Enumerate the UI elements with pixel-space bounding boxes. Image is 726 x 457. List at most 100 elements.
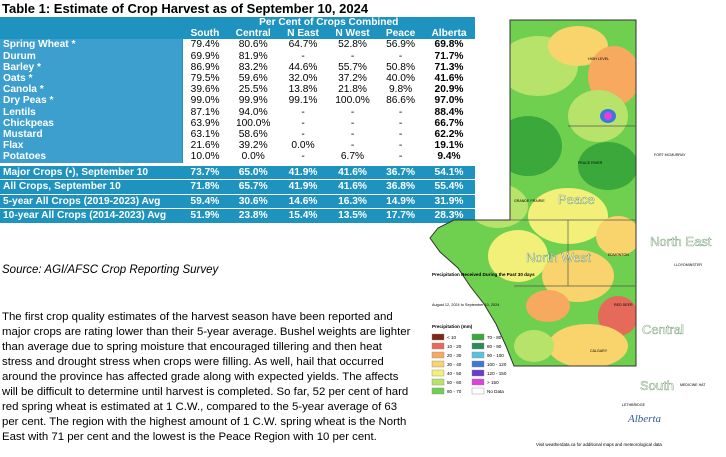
table-cell: 21.6% — [182, 140, 228, 152]
summary-cell: 23.8% — [227, 208, 280, 223]
crop-name: Barley * — [0, 61, 183, 74]
map-footer-link[interactable]: Visit weatherdata.ca for additional maps… — [536, 442, 662, 447]
table-cell: - — [279, 50, 327, 62]
city-label: HIGH LEVEL — [588, 57, 609, 61]
table-cell: 100.0% — [227, 117, 280, 130]
region-label-north-west: North West — [526, 250, 591, 265]
summary-cell: 51.9% — [182, 208, 228, 223]
column-header: South — [182, 28, 228, 40]
table-row: Flax 21.6% 39.2% 0.0% - -19.1% — [0, 140, 475, 152]
legend-swatch — [471, 351, 485, 359]
legend-title: Precipitation Received During the Past 3… — [432, 272, 535, 277]
table-cell: 100.0% — [326, 95, 379, 107]
alberta-cell: 66.7% — [422, 117, 475, 130]
summary-label: Major Crops (•), September 10 — [0, 164, 183, 180]
region-label-central: Central — [642, 322, 684, 337]
legend-swatch — [471, 369, 485, 377]
table-super-header: Per Cent of Crops Combined — [182, 17, 475, 29]
summary-cell: 59.4% — [182, 193, 228, 209]
table-cell: - — [378, 106, 423, 118]
city-label: EDMONTON — [608, 253, 629, 257]
summary-cell: 14.9% — [378, 193, 423, 209]
table-cell: 79.4% — [182, 39, 228, 51]
summary-row: Major Crops (•), September 10 73.7% 65.0% 4… — [0, 164, 475, 180]
table-cell: - — [326, 129, 379, 141]
city-label: LLOYDMINSTER — [674, 263, 702, 267]
table-row: Spring Wheat * 79.4% 80.6% 64.7% 52.8% 56.9% 6… — [0, 39, 475, 51]
summary-cell: 13.5% — [326, 208, 379, 223]
legend-label: > 150 — [487, 380, 499, 385]
alberta-cell: 69.8% — [422, 39, 475, 51]
table-cell: 44.6% — [279, 61, 327, 74]
table-cell: - — [378, 140, 423, 152]
table-cell: 6.7% — [326, 151, 379, 163]
table-cell: 80.6% — [227, 39, 280, 51]
summary-cell: 41.9% — [279, 179, 327, 195]
table-row: Lentils 87.1% 94.0% - - -88.4% — [0, 106, 475, 118]
table-cell: 40.0% — [378, 73, 423, 85]
table-cell: - — [378, 50, 423, 62]
legend-label: 90 - 100 — [487, 353, 504, 358]
summary-cell: 55.4% — [422, 179, 475, 195]
table-cell: 81.9% — [227, 50, 280, 62]
table-cell: 87.1% — [182, 106, 228, 118]
table-cell: 86.6% — [378, 95, 423, 107]
crop-name: Flax — [0, 140, 183, 152]
alberta-cell: 41.6% — [422, 73, 475, 85]
alberta-cell: 88.4% — [422, 106, 475, 118]
alberta-logo: Alberta — [627, 413, 661, 425]
summary-cell: 30.6% — [227, 193, 280, 209]
table-cell: 58.6% — [227, 129, 280, 141]
map-legend: Precipitation Received During the Past 3… — [431, 272, 535, 395]
precipitation-map: Peace North West North East Central Sout… — [418, 6, 726, 452]
legend-swatch — [471, 387, 485, 395]
city-label: RED DEER — [614, 303, 633, 307]
summary-cell: 36.7% — [378, 164, 423, 180]
summary-cell: 41.6% — [326, 179, 379, 195]
region-label-peace: Peace — [558, 192, 595, 207]
table-cell: - — [279, 117, 327, 130]
table-cell: 94.0% — [227, 106, 280, 118]
body-paragraph: The first crop quality estimates of the … — [2, 311, 411, 443]
crop-harvest-table: Per Cent of Crops Combined South Central N… — [0, 17, 475, 223]
table-cell: 99.9% — [227, 95, 280, 107]
table-cell: - — [326, 140, 379, 152]
table-title: Table 1: Estimate of Crop Harvest as of … — [2, 1, 369, 16]
legend-swatch — [431, 342, 445, 350]
legend-label: 60 - 70 — [447, 389, 462, 394]
table-cell: 59.6% — [227, 73, 280, 85]
table-cell: 9.8% — [378, 84, 423, 96]
legend-label: 70 - 80 — [487, 335, 502, 340]
crop-name: Chickpeas — [0, 117, 183, 130]
city-label: LETHBRIDGE — [622, 403, 646, 407]
table-cell: 0.0% — [227, 151, 280, 163]
legend-swatch — [431, 378, 445, 386]
legend-label: < 10 — [447, 335, 457, 340]
crop-name: Potatoes — [0, 151, 183, 163]
table-cell: - — [279, 106, 327, 118]
legend-label: No Data — [487, 389, 504, 394]
summary-row: 5-year All Crops (2019-2023) Avg 59.4% 30.… — [0, 193, 475, 209]
column-header: Alberta — [422, 28, 475, 40]
summary-cell: 36.8% — [378, 179, 423, 195]
city-label: FORT MCMURRAY — [654, 153, 686, 157]
legend-swatch — [471, 342, 485, 350]
table-cell: 56.9% — [378, 39, 423, 51]
legend-swatch — [471, 333, 485, 341]
summary-cell: 17.7% — [378, 208, 423, 223]
crop-name: Oats * — [0, 73, 183, 85]
table-cell: 13.8% — [279, 84, 327, 96]
legend-swatch — [431, 387, 445, 395]
column-header: Peace — [378, 28, 423, 40]
table-cell: 69.9% — [182, 50, 228, 62]
summary-cell: 14.6% — [279, 193, 327, 209]
summary-row: 10-year All Crops (2014-2023) Avg 51.9% 23… — [0, 208, 475, 223]
legend-label: 50 - 60 — [447, 380, 462, 385]
summary-label: 10-year All Crops (2014-2023) Avg — [0, 208, 183, 223]
summary-cell: 65.0% — [227, 164, 280, 180]
alberta-cell: 71.3% — [422, 61, 475, 74]
summary-cell: 15.4% — [279, 208, 327, 223]
column-header: N East — [279, 28, 327, 40]
city-label: PEACE RIVER — [578, 161, 603, 165]
legend-label: 40 - 50 — [447, 371, 462, 376]
